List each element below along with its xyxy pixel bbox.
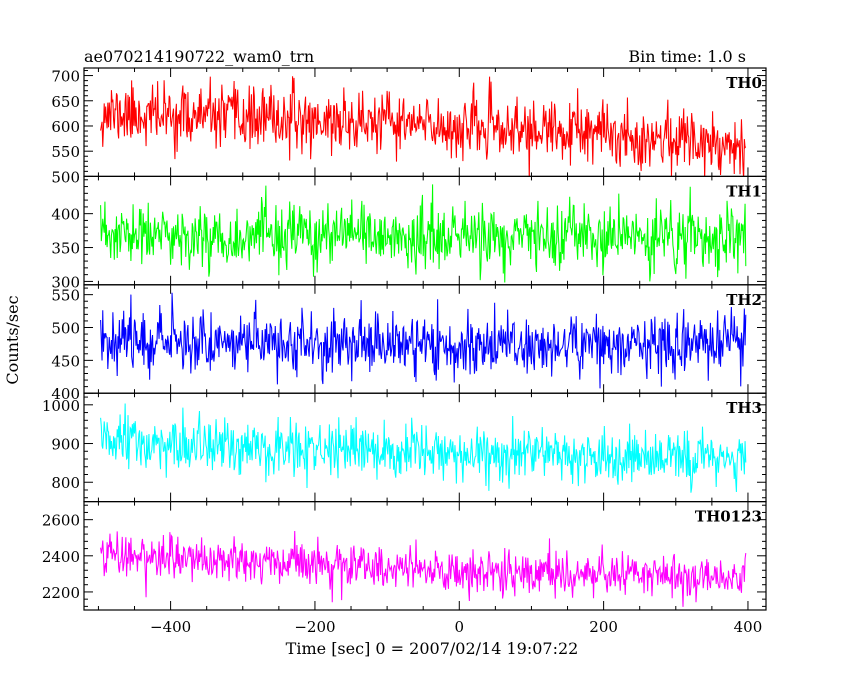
panel-label-th3: TH3	[726, 399, 762, 417]
series-line-th2	[100, 292, 747, 389]
y-tick-label: 600	[51, 118, 80, 136]
y-tick-label: 1000	[42, 397, 80, 415]
y-tick-label: 800	[51, 474, 80, 492]
panel-th0: 500 550 600 650 700 TH0	[51, 67, 767, 186]
panel-th1: 300 350 400 TH1	[51, 175, 767, 291]
chart-title-left: ae070214190722_wam0_trn	[84, 47, 314, 66]
y-tick-label: 500	[51, 168, 80, 186]
y-tick-label: 550	[51, 287, 80, 305]
x-tick-label: 0	[455, 618, 465, 636]
y-tick-label: 2200	[42, 584, 80, 602]
y-tick-label: 300	[51, 273, 80, 291]
y-tick-label: 700	[51, 68, 80, 86]
x-axis: −400 −200 0 200 400	[150, 618, 762, 636]
panel-th3: 800 900 1000 TH3	[42, 392, 767, 503]
x-axis-label: Time [sec] 0 = 2007/02/14 19:07:22	[286, 639, 579, 658]
panel-label-th1: TH1	[726, 182, 762, 200]
y-tick-label: 500	[51, 320, 80, 338]
x-tick-label: −400	[150, 618, 191, 636]
series-line-th0123	[100, 531, 747, 607]
panel-frame	[83, 501, 767, 611]
y-tick-label: 400	[51, 206, 80, 224]
x-tick-label: −200	[294, 618, 335, 636]
panel-th0123: 2200 2400 2600 TH0123	[42, 501, 767, 611]
x-tick-label: 400	[734, 618, 763, 636]
x-tick-label: 200	[589, 618, 618, 636]
panel-label-th2: TH2	[726, 291, 762, 309]
y-tick-label: 350	[51, 240, 80, 258]
series-line-th3	[100, 403, 747, 493]
panel-th2: 400 450 500 550 TH2	[51, 284, 767, 403]
series-line-th1	[100, 184, 747, 283]
y-tick-label: 650	[51, 93, 80, 111]
y-tick-label: 450	[51, 352, 80, 370]
y-tick-label: 400	[51, 385, 80, 403]
y-axis-label: Counts/sec	[3, 295, 22, 384]
panel-label-th0123: TH0123	[695, 508, 762, 526]
panel-label-th0: TH0	[726, 74, 762, 92]
y-tick-label: 550	[51, 143, 80, 161]
y-tick-label: 2600	[42, 512, 80, 530]
series-line-th0	[100, 76, 747, 177]
chart-title-right: Bin time: 1.0 s	[628, 47, 746, 66]
y-tick-label: 900	[51, 436, 80, 454]
y-tick-label: 2400	[42, 548, 80, 566]
